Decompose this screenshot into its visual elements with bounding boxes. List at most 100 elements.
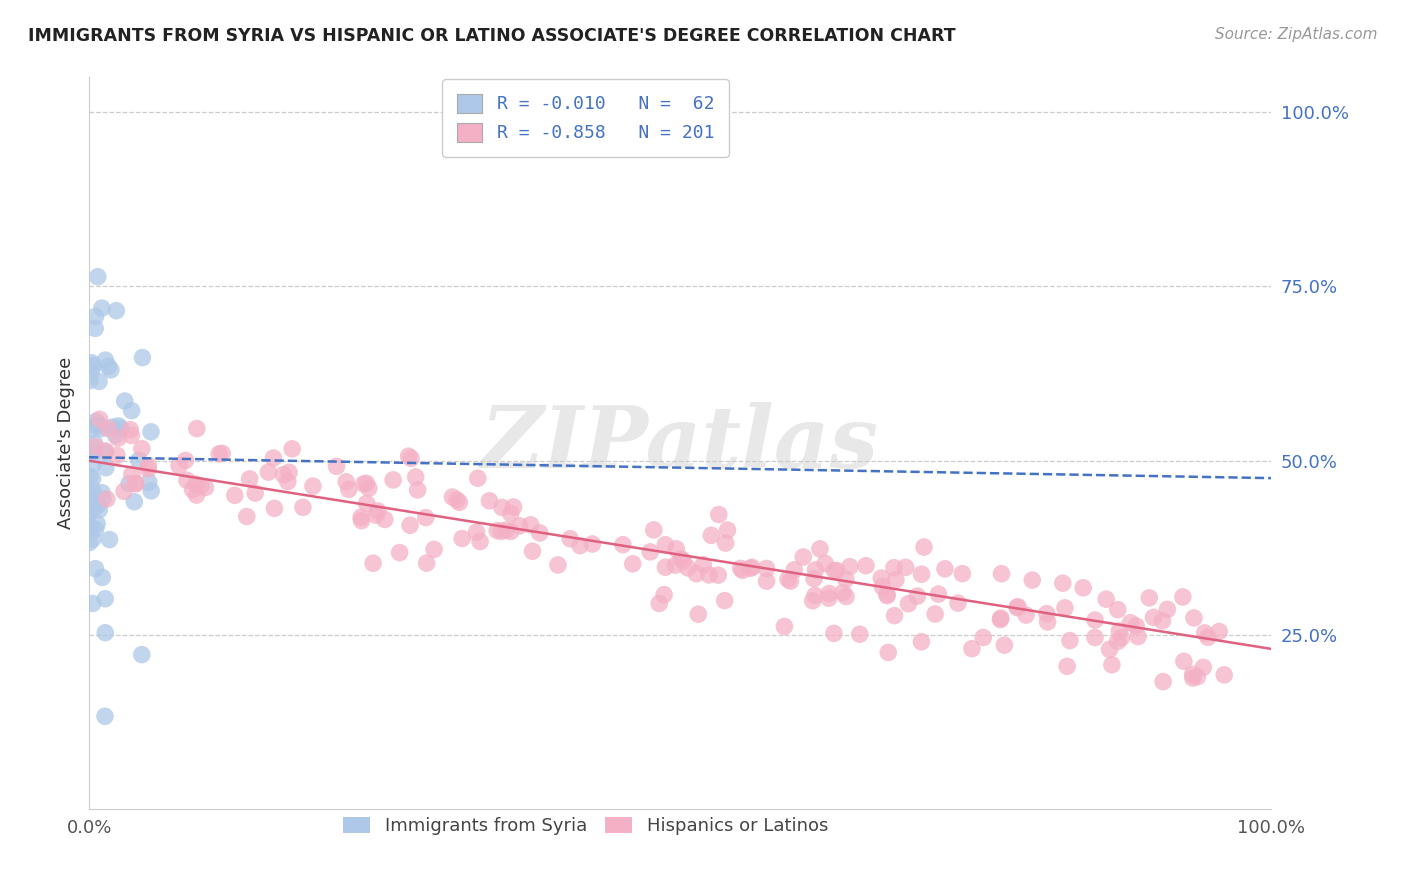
Point bbox=[84, 418, 107, 433]
Point bbox=[1059, 633, 1081, 648]
Point bbox=[356, 496, 378, 510]
Point bbox=[131, 648, 153, 662]
Point bbox=[823, 564, 845, 578]
Point bbox=[1084, 631, 1107, 645]
Point bbox=[89, 418, 111, 433]
Point bbox=[990, 613, 1012, 627]
Point bbox=[672, 554, 695, 568]
Point bbox=[131, 442, 153, 456]
Point bbox=[740, 561, 762, 575]
Point bbox=[832, 585, 855, 599]
Point bbox=[82, 472, 104, 486]
Point bbox=[1071, 581, 1094, 595]
Point bbox=[707, 568, 730, 582]
Point bbox=[1181, 671, 1204, 685]
Point bbox=[122, 494, 145, 508]
Point bbox=[84, 310, 107, 324]
Point bbox=[174, 453, 197, 467]
Point bbox=[685, 566, 707, 581]
Point bbox=[499, 524, 522, 539]
Point bbox=[91, 570, 114, 584]
Point bbox=[692, 558, 714, 572]
Point bbox=[86, 499, 108, 513]
Point bbox=[1052, 576, 1074, 591]
Point bbox=[803, 572, 825, 586]
Point bbox=[357, 481, 380, 495]
Point bbox=[98, 533, 121, 547]
Point bbox=[818, 586, 841, 600]
Point bbox=[84, 414, 107, 428]
Point bbox=[356, 476, 378, 491]
Point bbox=[714, 536, 737, 550]
Point bbox=[924, 607, 946, 621]
Point bbox=[278, 466, 301, 480]
Point bbox=[405, 470, 427, 484]
Point bbox=[993, 638, 1015, 652]
Point bbox=[804, 563, 827, 577]
Point bbox=[350, 514, 373, 528]
Point bbox=[138, 475, 160, 490]
Point bbox=[835, 590, 858, 604]
Point bbox=[239, 472, 262, 486]
Point bbox=[125, 476, 148, 491]
Point bbox=[224, 488, 246, 502]
Point bbox=[80, 504, 103, 518]
Point bbox=[1007, 599, 1029, 614]
Point bbox=[1208, 624, 1230, 639]
Point bbox=[121, 403, 143, 417]
Point bbox=[741, 560, 763, 574]
Point bbox=[612, 538, 634, 552]
Point bbox=[406, 483, 429, 497]
Point bbox=[449, 495, 471, 509]
Point bbox=[120, 423, 142, 437]
Point bbox=[97, 359, 120, 374]
Point bbox=[118, 476, 141, 491]
Point bbox=[707, 508, 730, 522]
Point bbox=[912, 540, 935, 554]
Point bbox=[105, 303, 128, 318]
Point bbox=[110, 421, 132, 435]
Point bbox=[1101, 657, 1123, 672]
Point bbox=[894, 560, 917, 574]
Point bbox=[325, 459, 347, 474]
Point bbox=[1053, 600, 1076, 615]
Point bbox=[101, 420, 124, 434]
Point bbox=[190, 479, 212, 493]
Point bbox=[273, 467, 295, 482]
Point bbox=[1036, 607, 1059, 621]
Point bbox=[897, 597, 920, 611]
Point bbox=[89, 502, 111, 516]
Point bbox=[423, 542, 446, 557]
Point bbox=[139, 425, 162, 439]
Point bbox=[522, 544, 544, 558]
Point bbox=[665, 541, 688, 556]
Point bbox=[107, 431, 129, 445]
Point bbox=[184, 477, 207, 491]
Text: Source: ZipAtlas.com: Source: ZipAtlas.com bbox=[1215, 27, 1378, 42]
Point bbox=[94, 591, 117, 606]
Point bbox=[84, 522, 107, 536]
Point bbox=[83, 440, 105, 454]
Point bbox=[80, 491, 103, 506]
Point bbox=[167, 458, 190, 473]
Point bbox=[776, 572, 799, 586]
Point bbox=[509, 519, 531, 533]
Point bbox=[883, 560, 905, 574]
Point bbox=[82, 483, 104, 497]
Point bbox=[84, 561, 107, 575]
Point bbox=[877, 645, 900, 659]
Point bbox=[291, 500, 314, 515]
Point bbox=[120, 428, 142, 442]
Point bbox=[80, 487, 103, 501]
Point bbox=[79, 535, 101, 549]
Point bbox=[1056, 659, 1078, 673]
Point bbox=[94, 625, 117, 640]
Point bbox=[817, 591, 839, 606]
Point bbox=[1194, 625, 1216, 640]
Point bbox=[1156, 602, 1178, 616]
Point bbox=[1213, 668, 1236, 682]
Point bbox=[1125, 619, 1147, 633]
Point bbox=[79, 444, 101, 458]
Point bbox=[1095, 592, 1118, 607]
Point bbox=[245, 486, 267, 500]
